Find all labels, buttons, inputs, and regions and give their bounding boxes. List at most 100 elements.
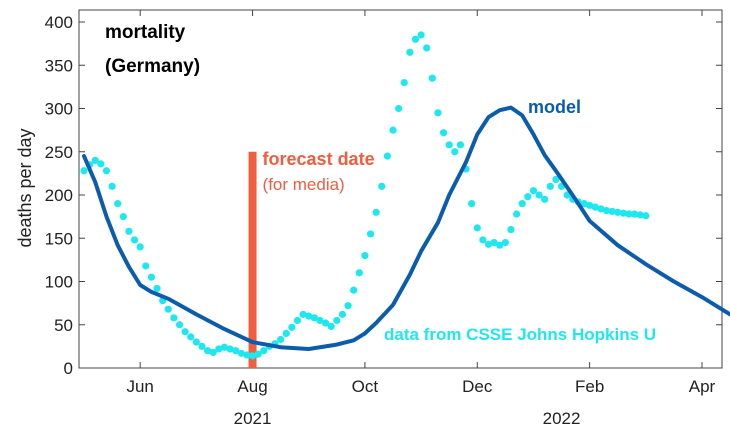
data-point <box>529 187 538 195</box>
model-series-line <box>82 105 730 351</box>
data-point <box>316 316 324 325</box>
data-point <box>226 345 234 353</box>
data-point <box>350 286 358 294</box>
data-point <box>254 350 262 358</box>
data-point <box>406 48 414 56</box>
x-tick-label: Aug <box>237 377 267 396</box>
data-point <box>299 310 307 318</box>
legend-data-label: data from CSSE Johns Hopkins U <box>384 325 656 344</box>
data-point <box>456 141 465 149</box>
x-tick-label: Feb <box>575 377 604 396</box>
data-point <box>175 321 184 329</box>
data-point <box>524 193 532 201</box>
y-tick-label: 150 <box>45 229 73 248</box>
data-point <box>445 141 453 149</box>
data-point <box>361 251 369 260</box>
y-axis: 0 50 100 150 200 250 300 350 400 <box>45 13 722 378</box>
data-point <box>490 238 498 247</box>
data-point <box>552 175 560 184</box>
data-point <box>501 238 509 247</box>
data-point <box>192 338 200 346</box>
data-point <box>80 167 88 175</box>
data-point <box>580 200 588 208</box>
data-point <box>484 240 493 248</box>
data-point <box>602 206 611 215</box>
data-point <box>260 347 268 355</box>
data-point <box>170 314 178 322</box>
y-tick-label: 50 <box>54 316 73 335</box>
data-point <box>496 241 504 249</box>
data-point <box>591 203 599 211</box>
data-point <box>439 129 448 137</box>
x-tick-label: Jun <box>126 377 153 396</box>
data-point <box>248 352 257 360</box>
data-point <box>541 195 549 203</box>
chart-title: mortality <box>105 22 186 43</box>
year-label: 2022 <box>543 409 581 428</box>
data-point <box>333 316 341 325</box>
chart-subtitle: (Germany) <box>105 56 200 77</box>
data-point <box>338 310 347 318</box>
data-point <box>344 302 352 310</box>
data-point <box>389 126 397 134</box>
data-point <box>237 349 245 357</box>
data-point <box>428 74 436 82</box>
data-point <box>305 312 313 320</box>
data-point <box>642 212 650 220</box>
data-point <box>507 226 515 234</box>
data-point <box>378 182 386 190</box>
data-point <box>215 345 223 353</box>
data-point <box>91 156 99 164</box>
x-tick-label: Oct <box>352 377 379 396</box>
data-point <box>619 209 627 217</box>
y-tick-label: 200 <box>45 186 73 205</box>
data-point <box>288 323 296 331</box>
data-point <box>204 347 212 355</box>
data-point <box>181 328 189 336</box>
data-point <box>395 104 403 113</box>
year-label: 2021 <box>234 409 272 428</box>
data-point <box>423 44 431 52</box>
data-point <box>513 210 521 218</box>
data-point <box>310 314 318 322</box>
data-point <box>518 200 526 208</box>
data-point <box>625 210 633 218</box>
data-point <box>243 351 251 359</box>
data-point <box>136 243 144 251</box>
data-point <box>220 343 229 351</box>
forecast-date-label: forecast date <box>263 149 375 169</box>
data-point <box>434 109 442 117</box>
data-point <box>468 200 476 208</box>
data-point <box>277 335 285 344</box>
data-point <box>232 347 240 355</box>
data-point <box>546 182 554 190</box>
forecast-date-bar <box>248 151 257 368</box>
y-tick-label: 250 <box>45 143 73 162</box>
data-point <box>630 210 639 218</box>
x-tick-label: Apr <box>689 377 716 396</box>
data-point <box>164 305 172 313</box>
year-labels: 2021 2022 <box>234 409 581 428</box>
data-point <box>142 262 150 270</box>
data-point <box>372 208 380 216</box>
forecast-marker: forecast date (for media) <box>248 149 375 368</box>
forecast-date-sublabel: (for media) <box>263 175 345 194</box>
y-tick-label: 400 <box>45 13 73 32</box>
data-point <box>614 208 622 216</box>
data-point <box>608 207 616 216</box>
data-point <box>102 167 111 175</box>
data-point <box>130 236 139 244</box>
data-point <box>400 78 408 87</box>
data-point <box>383 152 391 160</box>
data-point <box>479 236 487 244</box>
data-point <box>293 316 302 325</box>
data-point <box>282 329 290 337</box>
data-point <box>473 224 481 232</box>
y-tick-label: 350 <box>45 56 73 75</box>
x-axis: Jun Aug Oct Dec Feb Apr <box>126 10 716 396</box>
data-point <box>597 205 605 213</box>
x-tick-label: Dec <box>462 377 493 396</box>
data-point <box>187 333 195 341</box>
data-point <box>535 191 543 199</box>
